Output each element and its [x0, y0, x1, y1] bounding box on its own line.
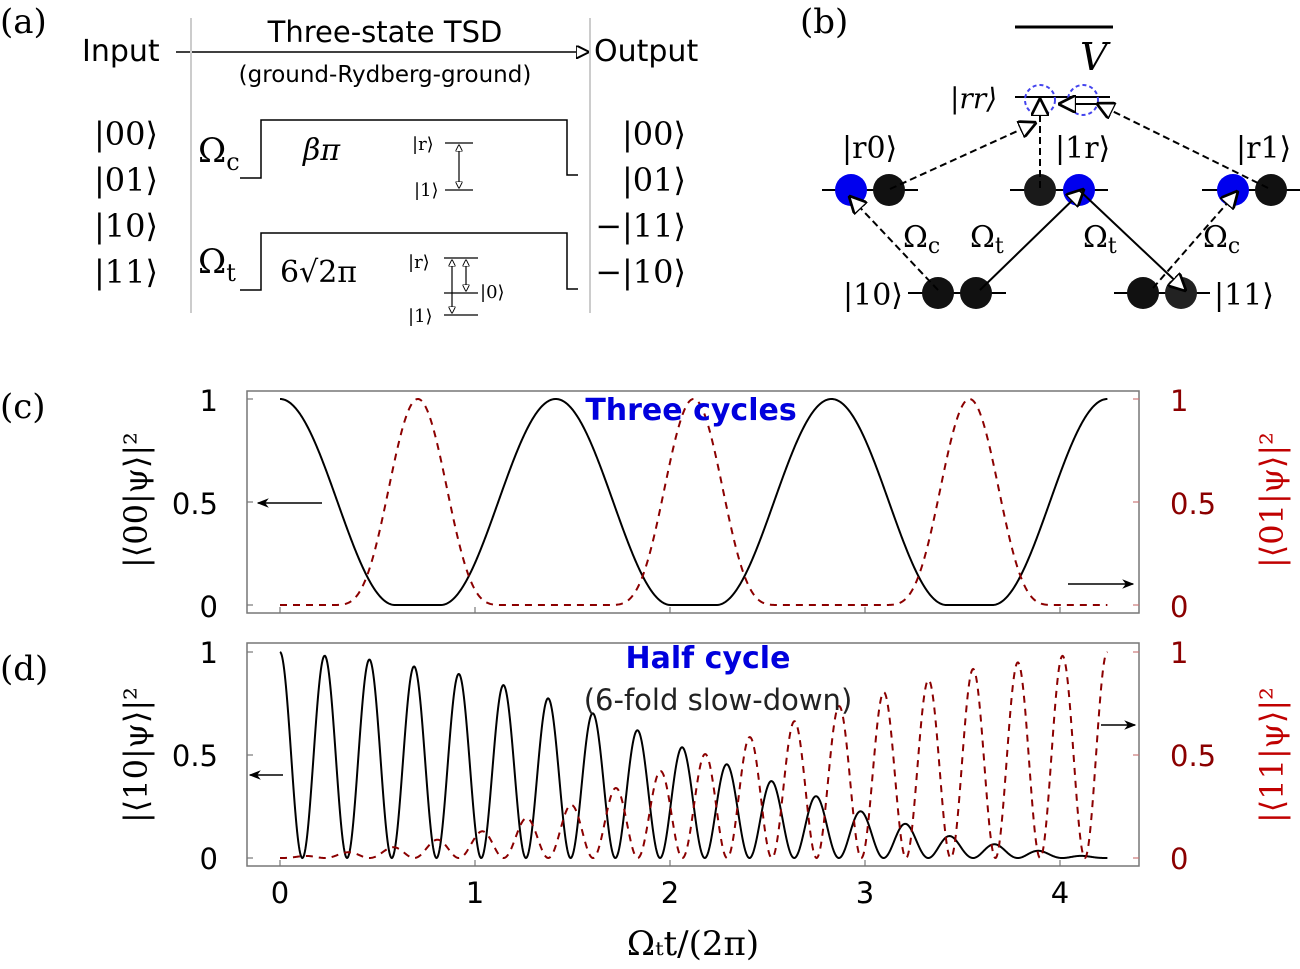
panel-c-label: (c) — [0, 387, 46, 427]
state-1r: |1r⟩ — [1055, 131, 1110, 166]
panel-d-label: (d) — [0, 649, 48, 689]
state-r1: |r1⟩ — [1236, 131, 1291, 166]
tsd-subtitle: (ground-Rydberg-ground) — [239, 62, 532, 88]
ytick-left: 1 — [200, 384, 218, 418]
pulse-c-area: βπ — [302, 133, 341, 168]
xtick: 4 — [1051, 876, 1069, 910]
interaction-V: V — [1080, 35, 1111, 79]
blockade-circle — [1067, 84, 1099, 116]
omega-t-symbol: Ωt — [198, 242, 236, 287]
omega-t-label: Ωt — [1083, 220, 1117, 259]
plot-c: (c) Three cycles 1 0.5 0 1 0.5 0 |⟨00|ψ⟩… — [0, 384, 1291, 624]
ytick-right: 0 — [1170, 590, 1188, 624]
level-0: |0⟩ — [480, 282, 505, 303]
y-axis-label-left: |⟨00|ψ⟩|² — [117, 432, 155, 568]
level-1: |1⟩ — [408, 306, 433, 327]
ground-atom — [1024, 174, 1056, 206]
y-axis-label-right: |⟨01|ψ⟩|² — [1253, 432, 1291, 568]
transition-r1-rr — [1098, 104, 1269, 189]
panel-a: (a) Input Output Three-state TSD (ground… — [0, 2, 698, 327]
series-line-right — [280, 397, 1108, 606]
ground-atom — [873, 174, 905, 206]
x-axis-label: Ωₜt/(2π) — [627, 924, 759, 964]
target-pulse — [240, 232, 578, 291]
ground-atom — [1255, 174, 1287, 206]
panel-b-label: (b) — [800, 2, 848, 42]
xtick: 0 — [271, 876, 289, 910]
ytick-left: 1 — [200, 636, 218, 670]
ytick-left: 0.5 — [172, 487, 218, 521]
rydberg-atom — [1217, 174, 1249, 206]
state-10: |10⟩ — [843, 278, 903, 313]
level-1: |1⟩ — [414, 180, 439, 201]
annotation: Three cycles — [585, 393, 796, 428]
state-rr: |rr⟩ — [950, 82, 997, 115]
plot-d: (d) Half cycle (6-fold slow-down) 1 0.5 … — [0, 636, 1291, 964]
series-line-left — [279, 397, 1108, 606]
level-r: |r⟩ — [408, 252, 430, 273]
annotation: Half cycle — [626, 641, 791, 676]
omega-t-label: Ωt — [970, 220, 1004, 259]
panel-a-label: (a) — [0, 2, 47, 42]
series-line-right — [280, 651, 1108, 860]
annotation-2: (6-fold slow-down) — [584, 683, 853, 717]
input-state: |11⟩ — [94, 253, 158, 291]
xtick: 3 — [856, 876, 874, 910]
control-pulse — [240, 119, 578, 179]
output-state: −|11⟩ — [595, 207, 686, 245]
ground-atom — [1127, 277, 1159, 309]
omega-c-symbol: Ωc — [198, 131, 240, 176]
ytick-left: 0 — [200, 590, 218, 624]
panel-b: (b) V |rr⟩ |r0⟩ |1r⟩ |r1⟩ |1 — [800, 2, 1300, 313]
input-state: |01⟩ — [94, 161, 158, 199]
ytick-right: 1 — [1170, 636, 1188, 670]
input-state: |00⟩ — [94, 115, 158, 153]
output-state: −|10⟩ — [595, 253, 686, 291]
ytick-right: 0.5 — [1170, 739, 1216, 773]
input-label: Input — [82, 34, 160, 69]
omega-c-label: Ωc — [903, 220, 940, 259]
state-11: |11⟩ — [1214, 278, 1274, 313]
level-r: |r⟩ — [412, 134, 434, 155]
ground-atom — [1165, 277, 1197, 309]
output-state: |01⟩ — [622, 161, 686, 199]
y-axis-label-right: |⟨11|ψ⟩|² — [1253, 687, 1291, 823]
rydberg-atom — [835, 174, 867, 206]
transition-r0-rr — [889, 123, 1035, 190]
output-label: Output — [594, 34, 698, 69]
pulse-t-area: 6√2π — [280, 255, 357, 290]
y-axis-label-left: |⟨10|ψ⟩|² — [117, 687, 155, 823]
xtick: 1 — [466, 876, 484, 910]
ground-atom — [922, 277, 954, 309]
xtick: 2 — [661, 876, 679, 910]
transition-10-1r — [979, 190, 1083, 291]
input-state: |10⟩ — [94, 207, 158, 245]
ytick-right: 0 — [1170, 842, 1188, 876]
state-r0: |r0⟩ — [842, 131, 897, 166]
ytick-right: 1 — [1170, 384, 1188, 418]
ytick-right: 0.5 — [1170, 487, 1216, 521]
tsd-title: Three-state TSD — [267, 15, 503, 49]
omega-c-label: Ωc — [1203, 220, 1240, 259]
transition-1r-11 — [1078, 189, 1185, 290]
ytick-left: 0 — [200, 842, 218, 876]
output-state: |00⟩ — [622, 115, 686, 153]
ytick-left: 0.5 — [172, 739, 218, 773]
